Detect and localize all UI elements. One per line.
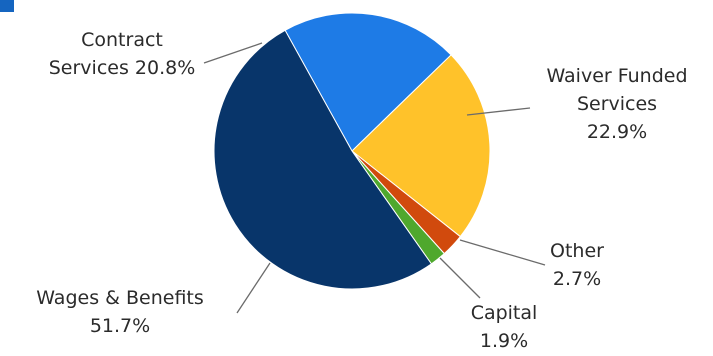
- slice-label-wages-benefits: Wages & Benefits 51.7%: [36, 287, 204, 337]
- slice-label-line: Wages & Benefits: [36, 287, 204, 309]
- slice-wages-benefits: [213, 29, 433, 290]
- leader-line-other: [459, 239, 546, 266]
- leader-line-wages-benefits: [236, 262, 271, 314]
- leader-lines: [203, 42, 546, 314]
- slice-label-line: 22.9%: [587, 121, 647, 143]
- slice-label-line: Other: [550, 240, 604, 262]
- slice-waiver-funded-services: [351, 54, 491, 238]
- pie-slices: [213, 12, 491, 290]
- slice-label-waiver-funded-services: Waiver Funded Services 22.9%: [546, 65, 687, 143]
- slice-label-line: 2.7%: [553, 268, 601, 290]
- slice-label-line: Services 20.8%: [49, 57, 196, 79]
- slice-labels: Contract Services 20.8% Waiver Funded Servi…: [36, 29, 687, 352]
- leader-line-waiver-funded-services: [466, 107, 531, 116]
- slice-label-other: Other 2.7%: [550, 240, 604, 290]
- slice-label-line: Capital: [471, 302, 538, 324]
- slice-label-line: 51.7%: [90, 315, 150, 337]
- title-accent-bar: [0, 0, 14, 12]
- slice-contract-services: [284, 12, 452, 152]
- leader-line-contract-services: [203, 42, 263, 64]
- slice-label-contract-services: Contract Services 20.8%: [49, 29, 196, 79]
- slice-label-line: Services: [577, 93, 657, 115]
- leader-line-capital: [439, 257, 481, 299]
- slice-label-line: Contract: [81, 29, 163, 51]
- slice-label-line: Waiver Funded: [546, 65, 687, 87]
- slice-label-line: 1.9%: [480, 330, 528, 352]
- slice-label-capital: Capital 1.9%: [471, 302, 538, 352]
